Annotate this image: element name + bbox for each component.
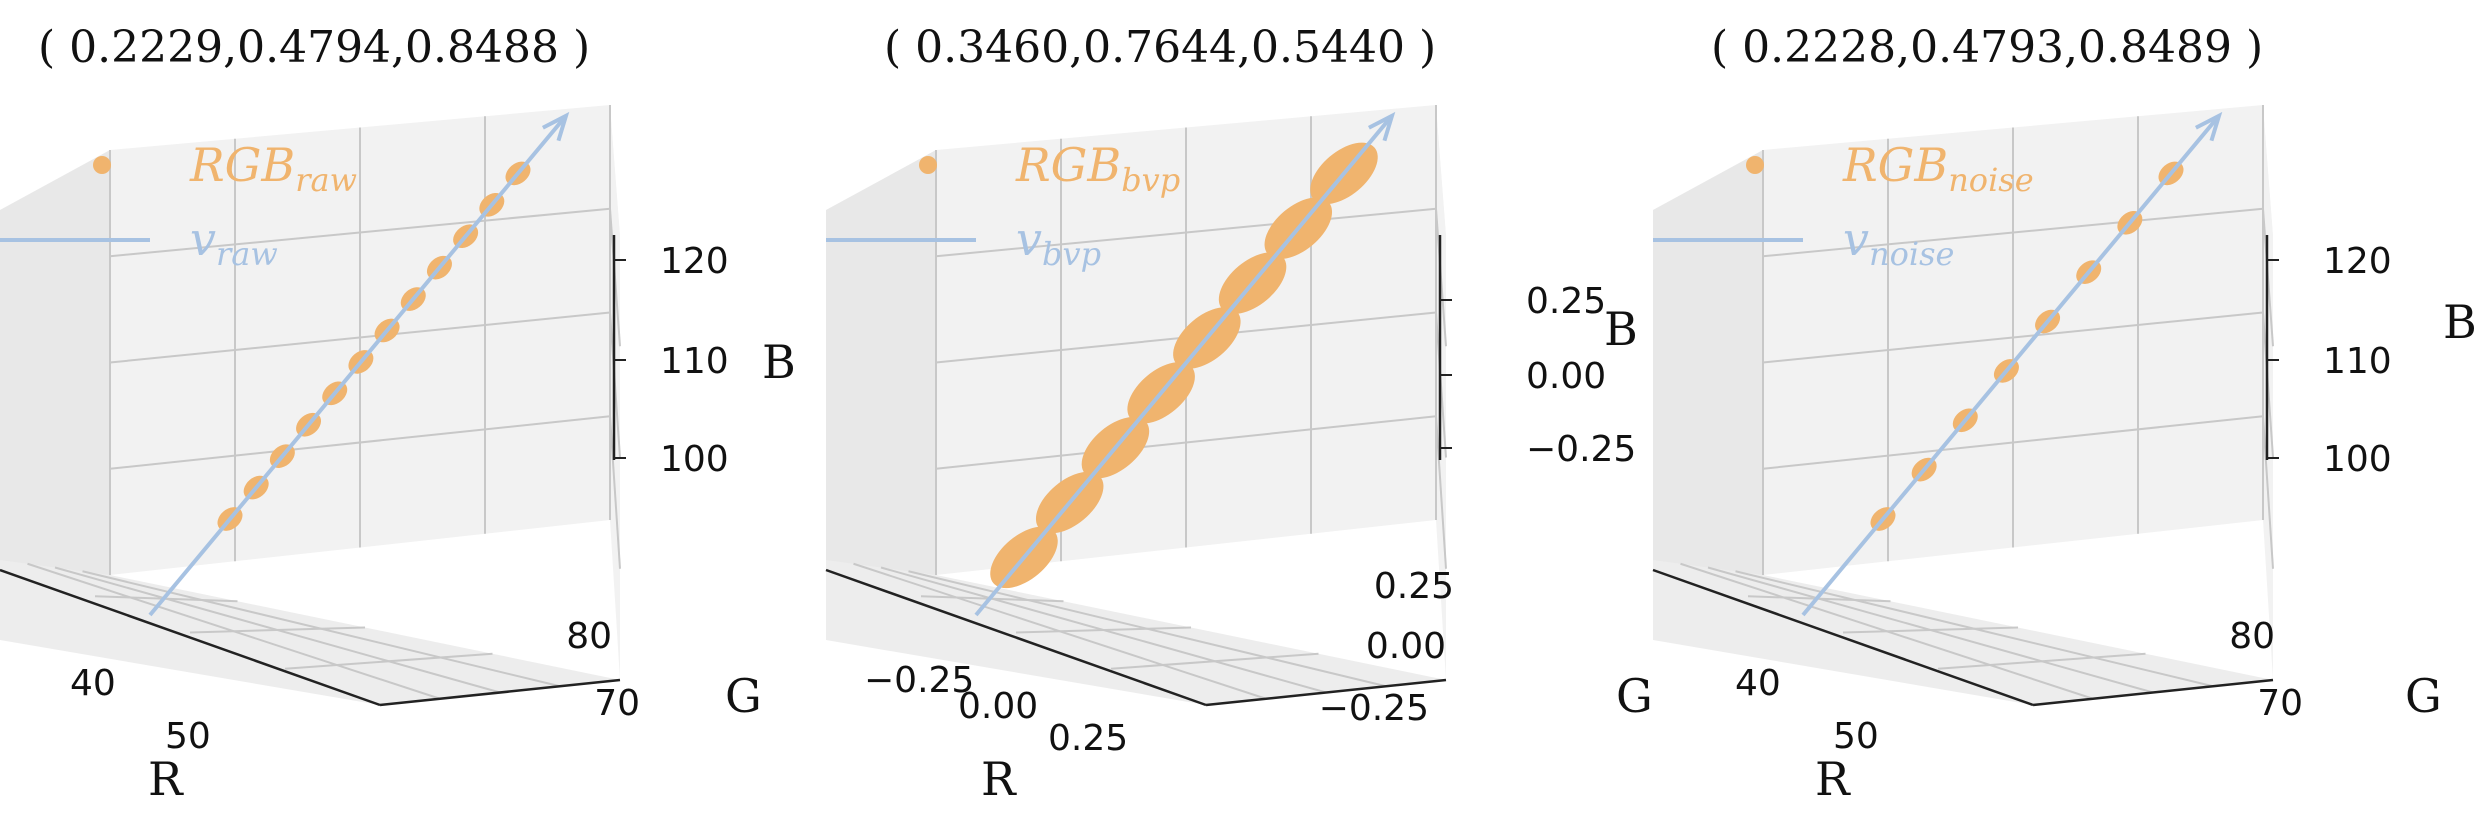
back-pane: [110, 105, 620, 680]
grid-line: [935, 415, 1437, 470]
y-axis-line: [379, 678, 621, 707]
grid-line: [2262, 416, 2274, 569]
legend-sub-points: raw: [295, 161, 357, 199]
y-tick-label: 0.00: [1366, 626, 1446, 667]
grid-line: [935, 207, 1437, 258]
z-tick-label: −0.25: [1526, 429, 1636, 470]
direction-vector: [974, 114, 1394, 617]
x-tick-label: 0.25: [1048, 718, 1128, 759]
y-axis-label: G: [1616, 669, 1653, 723]
grid-line: [109, 311, 611, 364]
grid-line: [1762, 207, 2264, 258]
back-pane: [936, 105, 1446, 680]
grid-line: [880, 566, 1327, 694]
legend-sub-vector: bvp: [1042, 235, 1101, 273]
vector-arrowhead: [2194, 111, 2223, 142]
x-tick-label: 0.00: [958, 686, 1038, 727]
grid-line: [109, 207, 611, 258]
y-tick-label: 70: [594, 683, 640, 724]
vector-arrowhead: [1367, 111, 1396, 142]
x-tick-label: 50: [1833, 716, 1879, 757]
z-axis-label: B: [1604, 302, 1638, 356]
grid-line: [284, 652, 493, 670]
x-tick-label: 40: [70, 663, 116, 704]
chart-title: ( 0.3460,0.7644,0.5440 ): [884, 22, 1436, 73]
grid-line: [1435, 416, 1447, 569]
direction-vector: [148, 114, 568, 617]
grid-line: [1680, 562, 2094, 700]
chart-panel-3: ( 0.2228,0.4793,0.8489 ) 100 110 120 B 40 50R 7…: [1652, 22, 2477, 806]
x-axis-label: R: [1815, 752, 1851, 806]
z-tick-label: 100: [660, 439, 729, 480]
chart-title: ( 0.2228,0.4793,0.8489 ): [1711, 22, 2263, 73]
y-axis-line: [1205, 678, 1447, 707]
grid-line: [1110, 652, 1319, 670]
legend-marker-points: [919, 156, 937, 174]
side-pane: [1653, 150, 1763, 575]
grid-line: [1707, 566, 2154, 694]
grid-line: [609, 416, 621, 569]
y-tick-label: 0.25: [1374, 566, 1454, 607]
grid-line: [1762, 415, 2264, 470]
legend-marker-points: [93, 156, 111, 174]
z-tick-label: 0.00: [1526, 356, 1606, 397]
direction-vector: [1801, 114, 2221, 617]
z-tick-label: 120: [2323, 241, 2392, 282]
side-pane: [0, 150, 110, 575]
x-tick-label: 40: [1735, 663, 1781, 704]
z-tick-label: 120: [660, 241, 729, 282]
y-tick-label: 80: [2229, 616, 2275, 657]
y-axis-label: G: [725, 669, 762, 723]
back-pane: [1763, 105, 2273, 680]
z-tick-label: 110: [2323, 341, 2392, 382]
legend-sub-vector: raw: [216, 235, 278, 273]
y-tick-label: −0.25: [1319, 688, 1429, 729]
z-tick-label: 110: [660, 341, 729, 382]
chart-panel-1: ( 0.2229,0.4794,0.8488 ) 100 110 120 B 40 50R 7…: [0, 22, 796, 806]
legend-sub-points: noise: [1948, 161, 2033, 199]
x-axis-line: [0, 568, 381, 707]
x-axis-line: [825, 568, 1207, 707]
vector-arrowhead: [541, 111, 570, 142]
y-tick-label: 80: [566, 616, 612, 657]
chart-panel-2: ( 0.3460,0.7644,0.5440 )−0.250.000.25B−0…: [825, 22, 1653, 806]
side-pane: [826, 150, 936, 575]
grid-line: [54, 566, 501, 694]
chart-title: ( 0.2229,0.4794,0.8488 ): [38, 22, 590, 73]
y-axis-label: G: [2405, 669, 2442, 723]
y-axis-line: [2032, 678, 2274, 707]
grid-line: [109, 415, 611, 470]
grid-line: [1937, 652, 2146, 670]
z-tick-label: 100: [2323, 439, 2392, 480]
x-axis-line: [1652, 568, 2034, 707]
grid-line: [27, 562, 441, 700]
grid-line: [853, 562, 1267, 700]
z-tick-label: 0.25: [1526, 281, 1606, 322]
x-axis-label: R: [981, 752, 1017, 806]
legend-sub-vector: noise: [1869, 235, 1954, 273]
z-axis-label: B: [2443, 295, 2477, 349]
x-tick-label: 50: [165, 716, 211, 757]
x-tick-label: −0.25: [864, 660, 974, 701]
y-tick-label: 70: [2257, 683, 2303, 724]
z-axis-label: B: [762, 335, 796, 389]
legend-sub-points: bvp: [1121, 161, 1180, 199]
legend-marker-points: [1746, 156, 1764, 174]
x-axis-label: R: [148, 752, 184, 806]
grid-line: [1762, 311, 2264, 364]
